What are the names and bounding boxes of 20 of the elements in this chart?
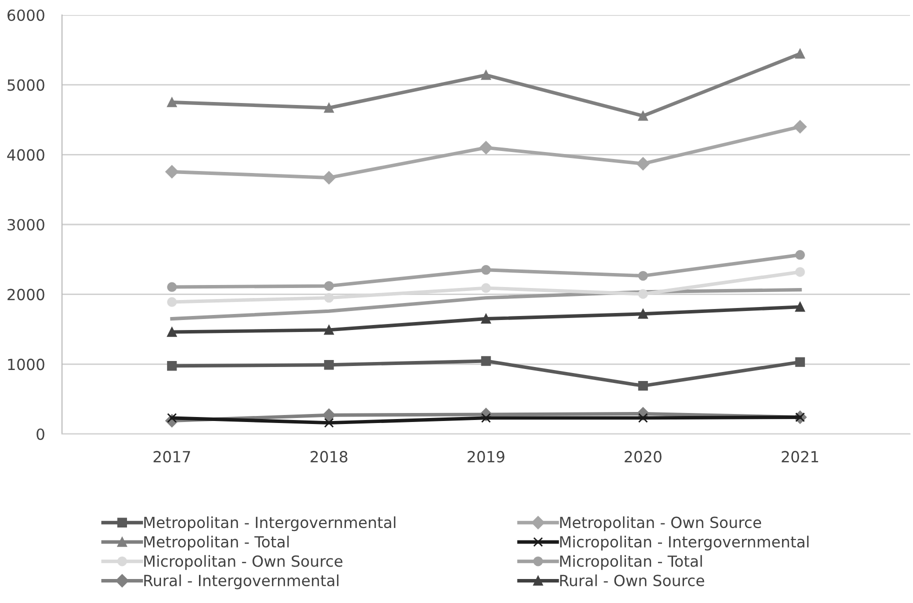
x-tick-label: 2020 — [624, 450, 662, 462]
y-tick-label: 3000 — [8, 218, 44, 231]
x-tick-label: 2017 — [154, 450, 190, 462]
legend-label: Metropolitan - Total — [144, 536, 289, 551]
y-tick-label: 1000 — [8, 358, 44, 370]
y-tick-label: 5000 — [8, 79, 44, 91]
legend-label: Metropolitan - Own Source — [560, 516, 762, 532]
legend-label: Rural - Intergovernmental — [144, 574, 338, 590]
x-tick-label: 2021 — [782, 450, 818, 462]
legend-label: Micropolitan - Total — [560, 555, 702, 570]
legend-label: Metropolitan - Intergovernmental — [144, 516, 396, 532]
legend-label: Micropolitan - Own Source — [144, 555, 342, 570]
legend-label: Micropolitan - Intergovernmental — [560, 536, 809, 551]
y-tick-label: 0 — [36, 428, 44, 440]
x-tick-label: 2018 — [310, 450, 348, 462]
y-tick-label: 2000 — [8, 288, 44, 300]
y-tick-label: 6000 — [8, 9, 44, 22]
legend-label: Rural - Own Source — [560, 574, 704, 586]
y-tick-label: 4000 — [7, 149, 44, 161]
x-tick-label: 2019 — [468, 450, 504, 462]
